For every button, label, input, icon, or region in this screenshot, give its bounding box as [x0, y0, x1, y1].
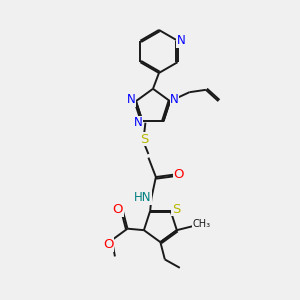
Text: HN: HN [134, 191, 151, 204]
Text: S: S [172, 203, 180, 216]
Text: S: S [140, 133, 148, 146]
Text: N: N [134, 116, 142, 129]
Text: CH₃: CH₃ [192, 219, 210, 229]
Text: O: O [174, 168, 184, 181]
Text: N: N [177, 34, 186, 47]
Text: O: O [112, 203, 123, 216]
Text: N: N [127, 93, 136, 106]
Text: O: O [103, 238, 114, 251]
Text: N: N [170, 93, 179, 106]
